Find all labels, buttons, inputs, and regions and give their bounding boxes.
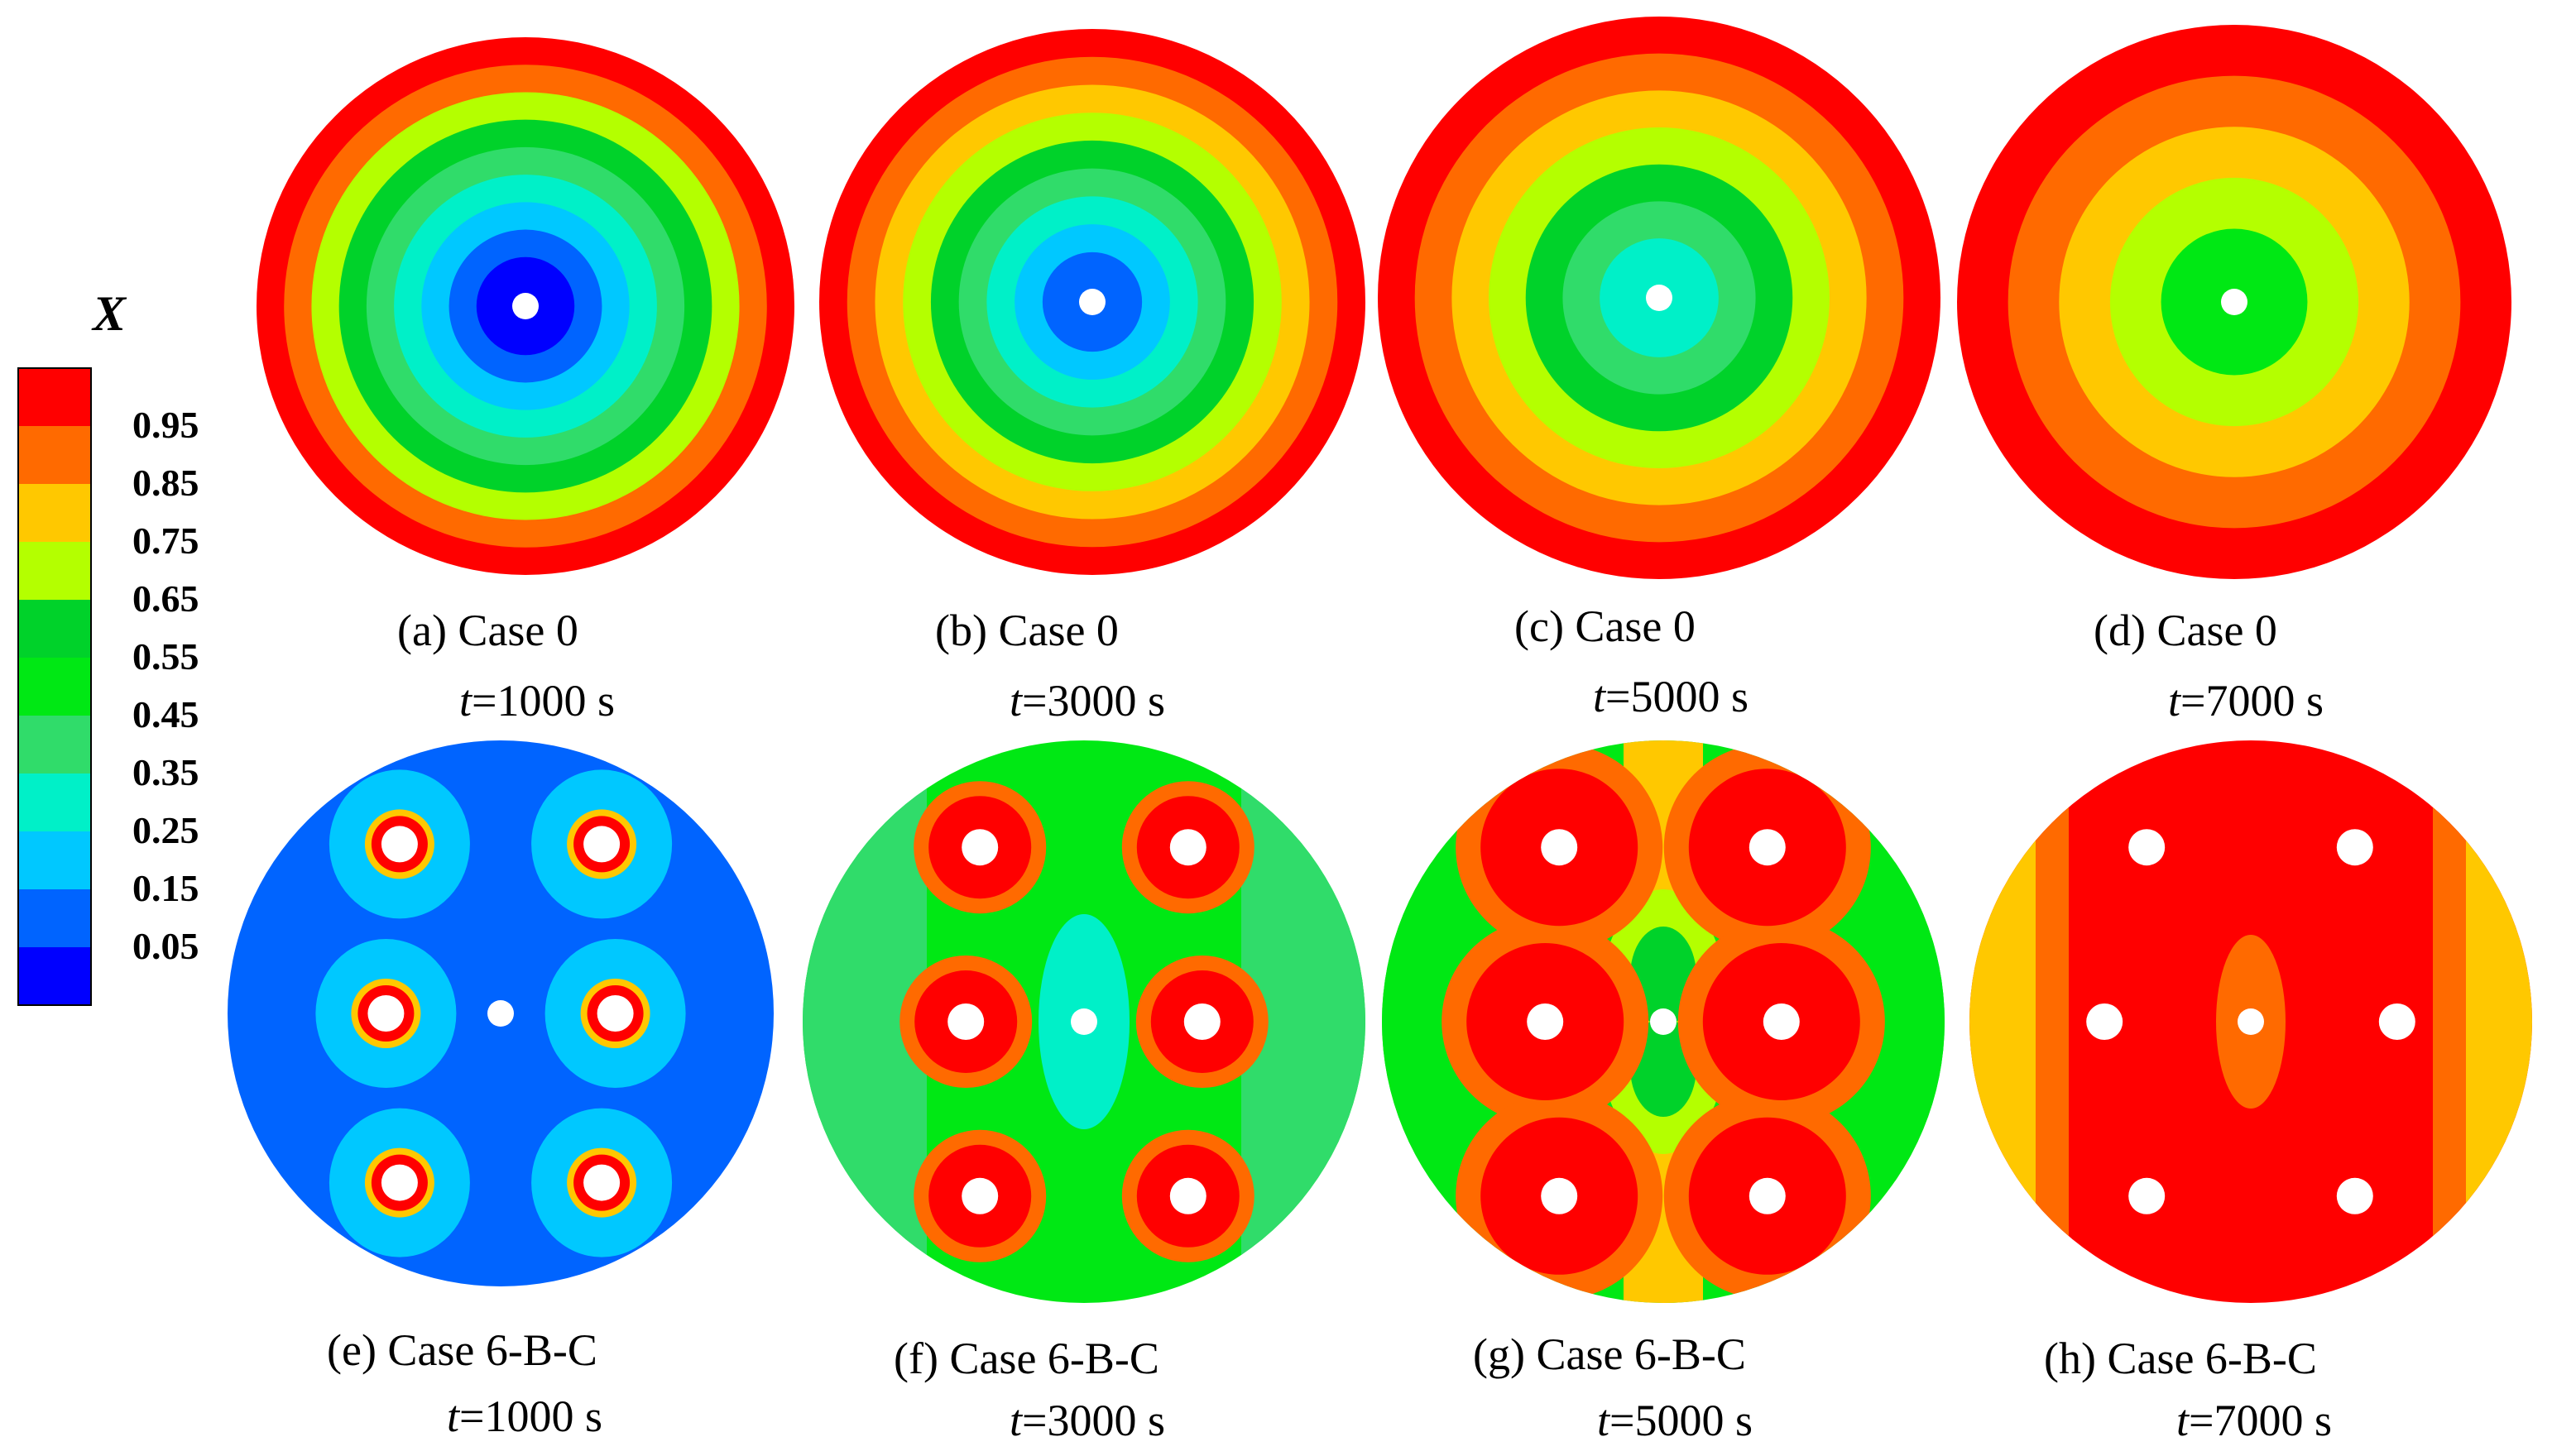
- legend-frame: [17, 367, 92, 1006]
- time-a: t=1000 s: [459, 676, 615, 726]
- legend-label: 0.35: [132, 751, 199, 793]
- caption-d: (d) Case 0: [2094, 606, 2277, 655]
- legend-label: 0.25: [132, 809, 199, 851]
- well-hole: [1169, 829, 1206, 866]
- legend-label: 0.05: [132, 925, 199, 967]
- caption-f: (f) Case 6-B-C: [894, 1334, 1159, 1383]
- well-hole: [597, 995, 634, 1032]
- well-hole: [1541, 829, 1578, 866]
- legend-swatch: [18, 889, 91, 947]
- time-f: t=3000 s: [1010, 1396, 1165, 1445]
- well-hole: [2086, 1003, 2123, 1040]
- time-h: t=7000 s: [2176, 1396, 2332, 1445]
- side-band: [1382, 740, 1432, 1303]
- well-hole: [2336, 1177, 2373, 1214]
- well-hole: [1749, 1177, 1786, 1214]
- well-hole: [367, 995, 405, 1032]
- time-c: t=5000 s: [1593, 672, 1749, 721]
- legend-swatch: [18, 831, 91, 889]
- disk-panel-e: [228, 740, 774, 1286]
- legend-label: 0.65: [132, 577, 199, 620]
- legend-swatch: [18, 426, 91, 484]
- well-hole: [1183, 1003, 1221, 1040]
- well-hole: [2378, 1003, 2415, 1040]
- legend-swatch: [18, 542, 91, 600]
- well-hole: [583, 1164, 621, 1201]
- side-band: [2036, 740, 2069, 1303]
- legend-swatch: [18, 658, 91, 716]
- well-hole: [583, 826, 621, 863]
- well-hole: [1749, 829, 1786, 866]
- color-legend-bar: [17, 367, 92, 1006]
- caption-b: (b) Case 0: [935, 606, 1119, 655]
- well-hole: [2336, 829, 2373, 866]
- disk-panel-g: [1382, 740, 1945, 1303]
- contour-ring: [257, 38, 794, 574]
- side-band: [1969, 740, 2036, 1303]
- caption-g: (g) Case 6-B-C: [1473, 1329, 1746, 1379]
- center-hole: [487, 1000, 514, 1027]
- time-b: t=3000 s: [1010, 676, 1165, 726]
- legend-title: X: [93, 286, 127, 341]
- legend-label: 0.95: [132, 404, 199, 446]
- disk-panel-h: [1969, 740, 2532, 1303]
- side-band: [1895, 740, 1945, 1303]
- caption-e: (e) Case 6-B-C: [327, 1325, 597, 1375]
- time-e: t=1000 s: [447, 1391, 602, 1441]
- well-hole: [1527, 1003, 1564, 1040]
- well-hole: [1169, 1177, 1206, 1214]
- legend-swatch: [18, 947, 91, 1005]
- disk-panel-c: [1378, 17, 1940, 579]
- time-g: t=5000 s: [1597, 1396, 1753, 1445]
- well-hole: [381, 1164, 418, 1201]
- center-hole: [1079, 289, 1106, 315]
- legend-label: 0.85: [132, 462, 199, 504]
- legend-swatch: [18, 600, 91, 658]
- well-hole: [381, 826, 418, 863]
- well-hole: [2128, 829, 2166, 866]
- caption-a: (a) Case 0: [397, 606, 578, 655]
- legend-label: 0.75: [132, 520, 199, 562]
- caption-h: (h) Case 6-B-C: [2044, 1334, 2317, 1383]
- disk-panel-a: [257, 37, 794, 575]
- disk-panel-f: [803, 740, 1365, 1303]
- contour-panels: [228, 17, 2532, 1303]
- disk-panel-b: [819, 29, 1365, 575]
- time-d: t=7000 s: [2168, 676, 2324, 726]
- well-hole: [962, 829, 999, 866]
- center-hole: [1650, 1008, 1677, 1035]
- center-hole: [2238, 1008, 2264, 1035]
- center-hole: [2221, 289, 2247, 315]
- well-hole: [962, 1177, 999, 1214]
- side-band: [2466, 740, 2532, 1303]
- caption-c: (c) Case 0: [1514, 601, 1696, 651]
- center-hole: [1646, 285, 1672, 311]
- center-lobe: [1630, 1018, 1696, 1117]
- legend-label: 0.55: [132, 635, 199, 678]
- legend-swatch: [18, 484, 91, 542]
- legend-swatch: [18, 716, 91, 774]
- side-band: [2433, 740, 2466, 1303]
- legend-swatch: [18, 368, 91, 426]
- center-hole: [1071, 1008, 1097, 1035]
- legend-swatch: [18, 774, 91, 831]
- disk-panel-d: [1957, 25, 2511, 579]
- center-lobe: [1630, 927, 1696, 1026]
- well-hole: [1763, 1003, 1800, 1040]
- well-hole: [1541, 1177, 1578, 1214]
- legend-label: 0.15: [132, 867, 199, 909]
- center-hole: [512, 293, 539, 319]
- well-hole: [947, 1003, 985, 1040]
- legend-label: 0.45: [132, 693, 199, 735]
- well-hole: [2128, 1177, 2166, 1214]
